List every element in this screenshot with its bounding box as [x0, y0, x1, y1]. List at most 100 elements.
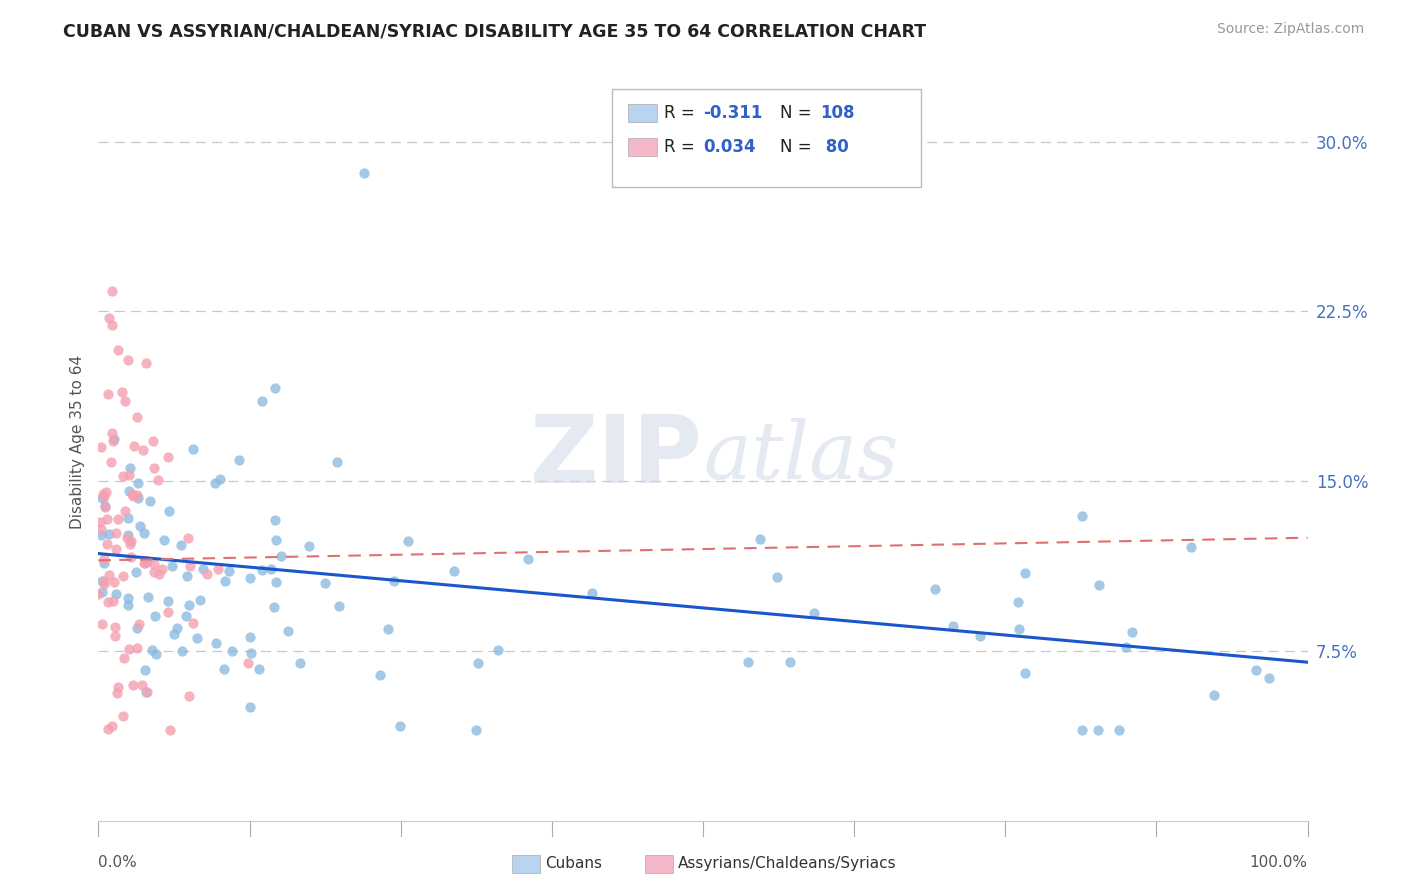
- Point: [98, 568, 121, 582]
- Point: [179, 559, 201, 574]
- Text: 80: 80: [820, 138, 848, 156]
- Point: [94, 485, 117, 500]
- Point: [111, 384, 134, 399]
- Point: [120, 534, 142, 549]
- Point: [328, 599, 350, 613]
- Point: [153, 533, 176, 547]
- Point: [238, 656, 260, 670]
- Point: [1087, 578, 1109, 592]
- Point: [163, 627, 186, 641]
- Text: Source: ZipAtlas.com: Source: ZipAtlas.com: [1216, 22, 1364, 37]
- Point: [101, 434, 124, 448]
- Point: [240, 646, 263, 660]
- Text: CUBAN VS ASSYRIAN/CHALDEAN/SYRIAC DISABILITY AGE 35 TO 64 CORRELATION CHART: CUBAN VS ASSYRIAN/CHALDEAN/SYRIAC DISABI…: [63, 22, 927, 40]
- Point: [177, 598, 200, 612]
- Point: [142, 434, 165, 448]
- Point: [131, 678, 153, 692]
- Text: R =: R =: [664, 138, 700, 156]
- Point: [176, 532, 198, 546]
- Point: [264, 513, 287, 527]
- Point: [143, 565, 166, 579]
- Y-axis label: Disability Age 35 to 64: Disability Age 35 to 64: [69, 354, 84, 529]
- Point: [396, 533, 419, 548]
- Point: [277, 624, 299, 638]
- Point: [124, 439, 146, 453]
- Point: [141, 642, 163, 657]
- Point: [326, 455, 349, 469]
- Point: [195, 567, 218, 582]
- Point: [260, 561, 283, 575]
- Point: [93, 491, 115, 505]
- Point: [1202, 688, 1225, 702]
- Point: [779, 656, 801, 670]
- Point: [103, 629, 125, 643]
- Text: ZIP: ZIP: [530, 410, 703, 503]
- Point: [127, 475, 149, 490]
- Point: [314, 575, 336, 590]
- Point: [1108, 723, 1130, 738]
- Point: [264, 575, 287, 590]
- Point: [107, 511, 129, 525]
- Point: [174, 609, 197, 624]
- Point: [803, 606, 825, 620]
- Point: [353, 166, 375, 180]
- Point: [87, 587, 110, 601]
- Point: [516, 552, 538, 566]
- Point: [139, 494, 162, 508]
- Point: [157, 504, 180, 518]
- Point: [100, 455, 122, 469]
- Point: [90, 522, 112, 536]
- Point: [288, 656, 311, 670]
- Point: [388, 719, 411, 733]
- Point: [114, 650, 136, 665]
- Point: [104, 619, 127, 633]
- Point: [368, 668, 391, 682]
- Point: [486, 642, 509, 657]
- Point: [204, 636, 226, 650]
- Text: N =: N =: [780, 138, 817, 156]
- Point: [263, 599, 285, 614]
- Point: [188, 593, 211, 607]
- Point: [924, 582, 946, 596]
- Point: [150, 562, 173, 576]
- Point: [135, 356, 157, 370]
- Point: [142, 557, 165, 571]
- Point: [120, 537, 142, 551]
- Point: [464, 723, 486, 738]
- Point: [737, 655, 759, 669]
- Point: [114, 393, 136, 408]
- Point: [114, 504, 136, 518]
- Point: [90, 574, 112, 588]
- Point: [135, 685, 157, 699]
- Point: [115, 531, 138, 545]
- Point: [90, 616, 112, 631]
- Point: [749, 532, 772, 546]
- Text: 0.034: 0.034: [703, 138, 755, 156]
- Point: [125, 566, 148, 580]
- Text: Assyrians/Chaldeans/Syriacs: Assyrians/Chaldeans/Syriacs: [678, 856, 896, 871]
- Point: [377, 623, 399, 637]
- Point: [250, 394, 273, 409]
- Point: [181, 615, 204, 630]
- Point: [191, 561, 214, 575]
- Point: [156, 605, 179, 619]
- Point: [264, 381, 287, 395]
- Point: [942, 619, 965, 633]
- Point: [221, 643, 243, 657]
- Point: [145, 647, 167, 661]
- Point: [96, 512, 118, 526]
- Point: [1115, 640, 1137, 654]
- Point: [125, 640, 148, 655]
- Point: [160, 559, 183, 574]
- Point: [90, 440, 112, 454]
- Point: [136, 590, 159, 604]
- Point: [181, 442, 204, 456]
- Point: [266, 533, 288, 547]
- Point: [98, 527, 121, 541]
- Point: [107, 343, 129, 358]
- Point: [250, 563, 273, 577]
- Text: R =: R =: [664, 104, 700, 122]
- Point: [1014, 665, 1036, 680]
- Point: [117, 528, 139, 542]
- Point: [103, 575, 125, 590]
